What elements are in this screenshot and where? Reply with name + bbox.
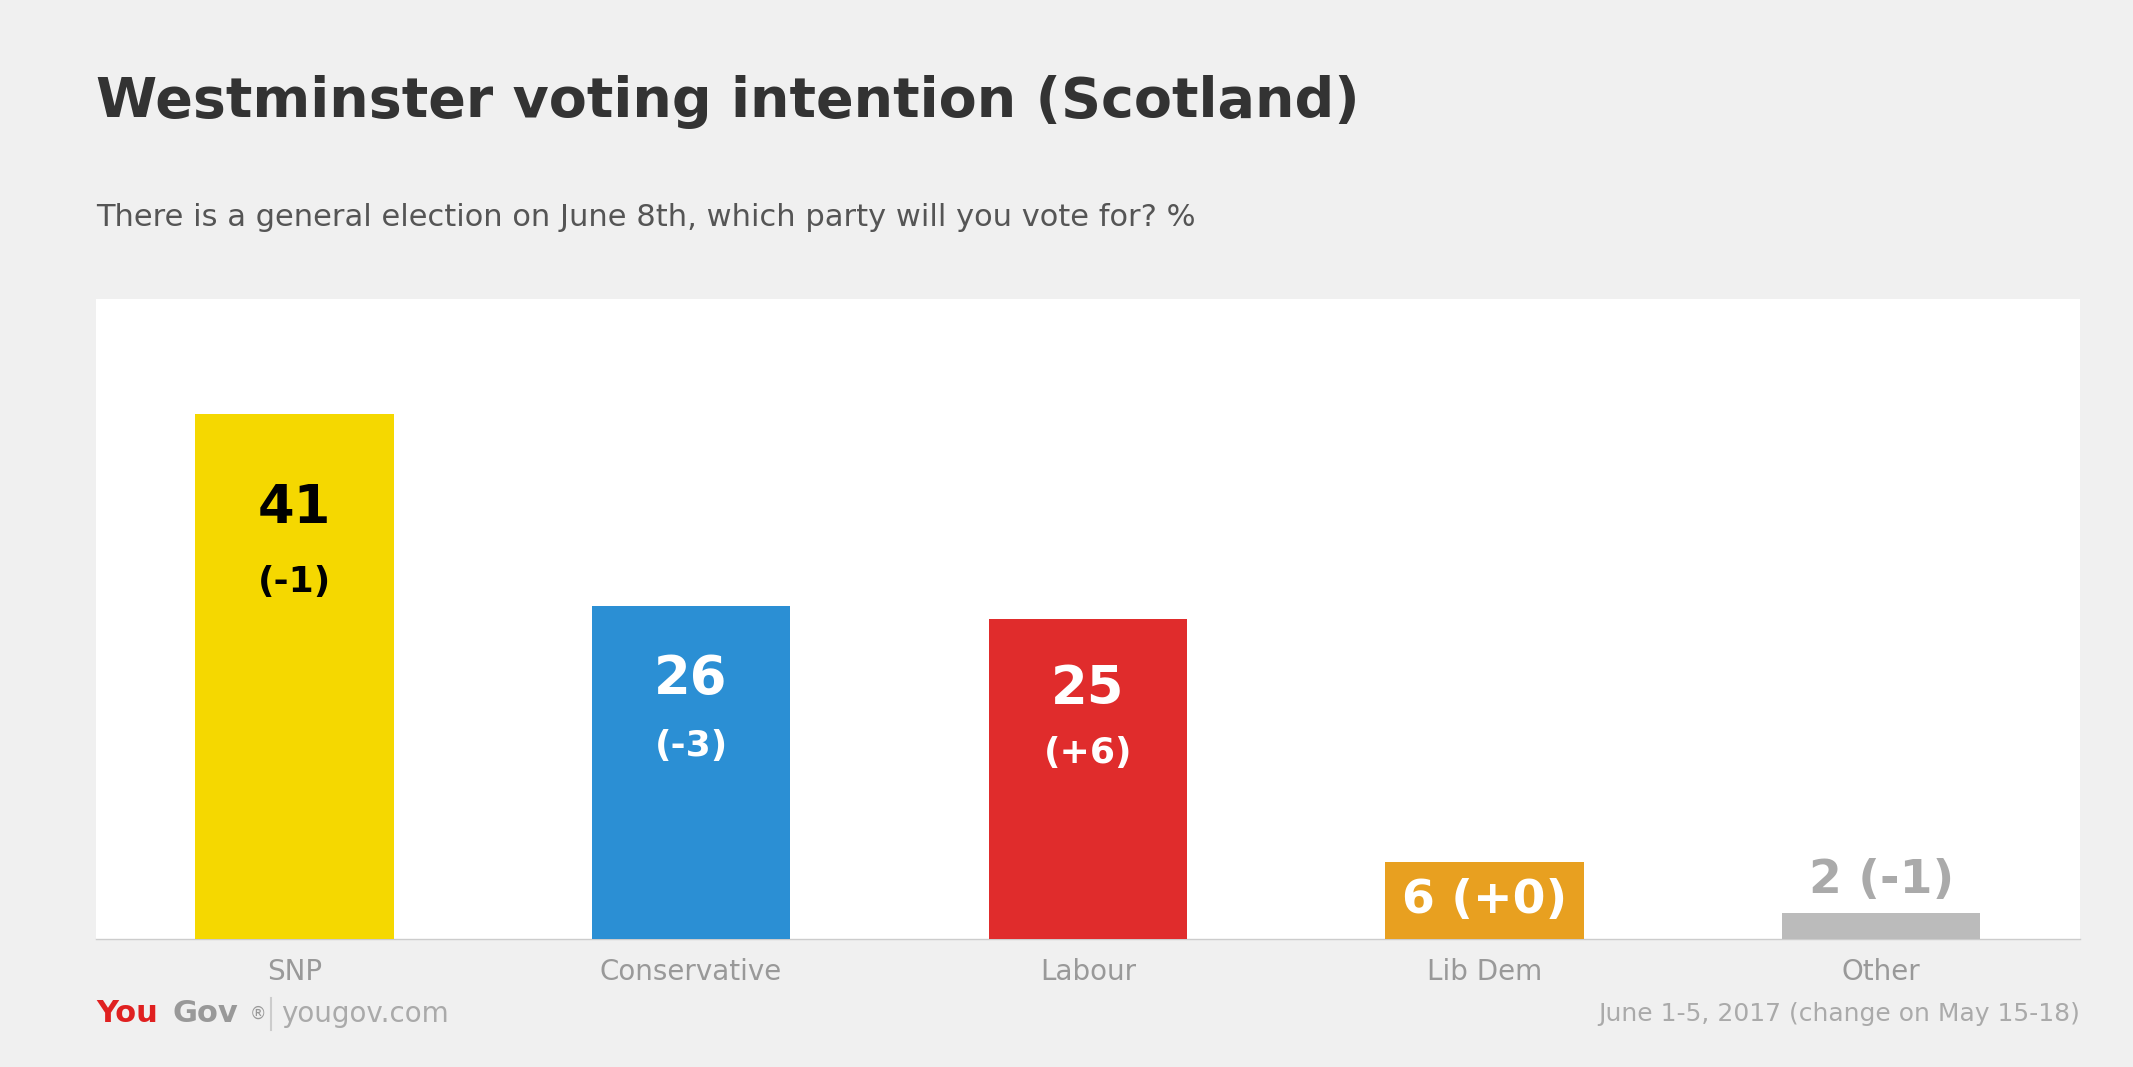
Bar xyxy=(990,619,1188,939)
Text: 25: 25 xyxy=(1052,664,1124,715)
Text: There is a general election on June 8th, which party will you vote for? %: There is a general election on June 8th,… xyxy=(96,203,1194,232)
Text: Westminster voting intention (Scotland): Westminster voting intention (Scotland) xyxy=(96,75,1359,129)
Text: yougov.com: yougov.com xyxy=(282,1000,450,1028)
Text: Gov: Gov xyxy=(173,999,239,1029)
Text: ®: ® xyxy=(250,1005,267,1022)
Text: (+6): (+6) xyxy=(1043,736,1133,770)
Bar xyxy=(593,606,791,939)
Bar xyxy=(1386,862,1583,939)
Text: 26: 26 xyxy=(655,653,727,705)
Text: June 1-5, 2017 (change on May 15-18): June 1-5, 2017 (change on May 15-18) xyxy=(1598,1002,2080,1025)
Text: 6 (+0): 6 (+0) xyxy=(1401,878,1568,923)
Text: (-3): (-3) xyxy=(655,729,727,763)
Text: (-1): (-1) xyxy=(258,566,331,599)
Bar xyxy=(196,414,395,939)
Text: You: You xyxy=(96,999,158,1029)
Text: 41: 41 xyxy=(258,482,331,535)
Text: 2 (-1): 2 (-1) xyxy=(1809,858,1954,903)
Bar xyxy=(1783,913,1982,939)
